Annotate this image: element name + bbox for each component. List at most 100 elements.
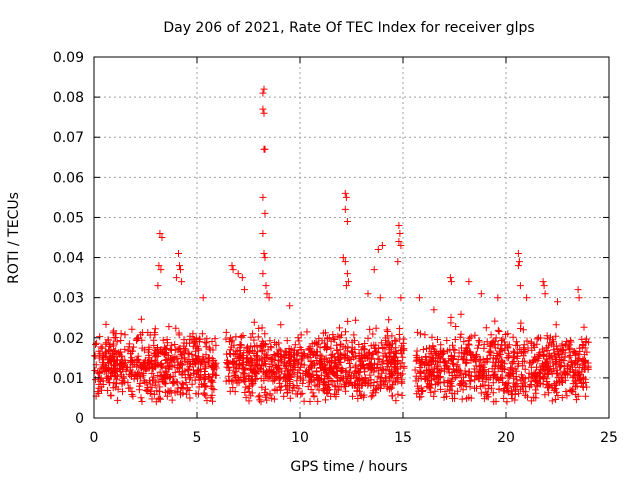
data-point xyxy=(178,371,186,379)
data-point xyxy=(432,380,440,388)
data-point xyxy=(133,363,141,371)
data-point xyxy=(542,375,550,383)
data-point xyxy=(557,363,564,371)
data-point xyxy=(491,337,499,345)
data-point xyxy=(446,386,454,394)
data-point xyxy=(130,343,138,351)
data-point xyxy=(150,390,158,398)
data-point xyxy=(192,334,200,342)
data-point xyxy=(119,356,127,364)
data-point xyxy=(256,343,264,351)
data-point xyxy=(423,383,431,391)
data-point xyxy=(154,378,162,386)
data-point xyxy=(145,351,153,359)
data-point xyxy=(332,393,340,401)
data-point xyxy=(392,378,400,386)
data-point xyxy=(222,328,230,336)
data-point xyxy=(544,381,551,389)
data-point xyxy=(367,393,375,401)
data-point xyxy=(430,306,438,314)
data-point xyxy=(145,364,153,372)
data-point xyxy=(171,341,179,348)
data-point xyxy=(573,382,581,390)
data-point xyxy=(201,371,209,378)
data-point xyxy=(503,384,511,392)
data-point xyxy=(156,230,164,237)
data-point xyxy=(299,354,307,362)
data-point xyxy=(382,367,390,375)
data-point xyxy=(127,358,135,366)
data-point xyxy=(105,347,113,355)
data-point xyxy=(327,377,335,384)
data-point xyxy=(225,376,233,384)
data-point xyxy=(378,242,386,249)
data-point xyxy=(557,361,565,369)
data-point xyxy=(260,85,268,93)
data-point xyxy=(282,377,289,385)
data-point xyxy=(552,361,560,369)
data-point xyxy=(354,395,362,402)
data-point xyxy=(415,356,423,364)
data-point xyxy=(581,358,589,366)
data-point xyxy=(582,392,590,400)
data-point xyxy=(509,370,517,377)
data-point xyxy=(98,344,106,352)
data-point xyxy=(258,383,266,391)
data-point xyxy=(561,362,569,370)
data-point xyxy=(543,332,551,340)
data-point xyxy=(428,333,436,341)
data-point xyxy=(483,338,491,346)
data-point xyxy=(135,382,143,390)
data-point xyxy=(521,375,529,383)
data-point xyxy=(519,326,527,334)
data-point xyxy=(513,380,521,388)
data-point xyxy=(139,372,147,380)
data-point xyxy=(264,354,272,361)
data-point xyxy=(558,340,566,348)
data-point xyxy=(342,328,349,336)
data-point xyxy=(174,358,182,366)
data-point xyxy=(413,347,421,355)
data-point xyxy=(440,379,448,387)
data-point xyxy=(291,341,299,349)
data-point xyxy=(416,367,424,375)
data-point xyxy=(396,325,404,333)
data-point xyxy=(564,371,572,379)
data-point xyxy=(349,381,356,389)
data-point xyxy=(563,392,571,400)
data-point xyxy=(383,326,391,334)
data-point xyxy=(454,387,462,395)
data-point xyxy=(514,349,522,357)
data-point xyxy=(364,290,372,298)
data-point xyxy=(277,358,285,366)
data-point xyxy=(329,369,337,377)
data-point xyxy=(249,330,257,338)
data-point xyxy=(417,330,424,338)
data-point xyxy=(91,352,99,360)
data-point xyxy=(511,365,519,373)
data-point xyxy=(584,338,592,346)
data-point xyxy=(251,370,259,378)
data-point xyxy=(372,348,379,356)
data-point xyxy=(548,397,556,405)
data-point xyxy=(283,386,291,394)
data-point xyxy=(110,369,118,377)
data-point xyxy=(345,368,353,376)
data-point xyxy=(342,282,350,290)
data-point xyxy=(156,395,164,403)
data-point xyxy=(181,347,189,355)
data-point xyxy=(163,392,171,400)
data-point xyxy=(122,367,130,375)
data-point xyxy=(128,325,136,333)
data-point xyxy=(431,387,439,395)
data-point xyxy=(167,373,174,381)
data-point xyxy=(173,387,181,395)
data-point xyxy=(561,353,569,361)
data-point xyxy=(275,345,283,353)
data-point xyxy=(112,383,120,391)
data-point xyxy=(475,356,483,364)
axes: 0 0.01 0.02 0.03 0.04 0.05 0.06 0.07 0.08 0.09 0 5 1… xyxy=(53,50,618,446)
data-point xyxy=(344,356,352,364)
data-point xyxy=(285,359,293,367)
data-point xyxy=(95,370,103,378)
